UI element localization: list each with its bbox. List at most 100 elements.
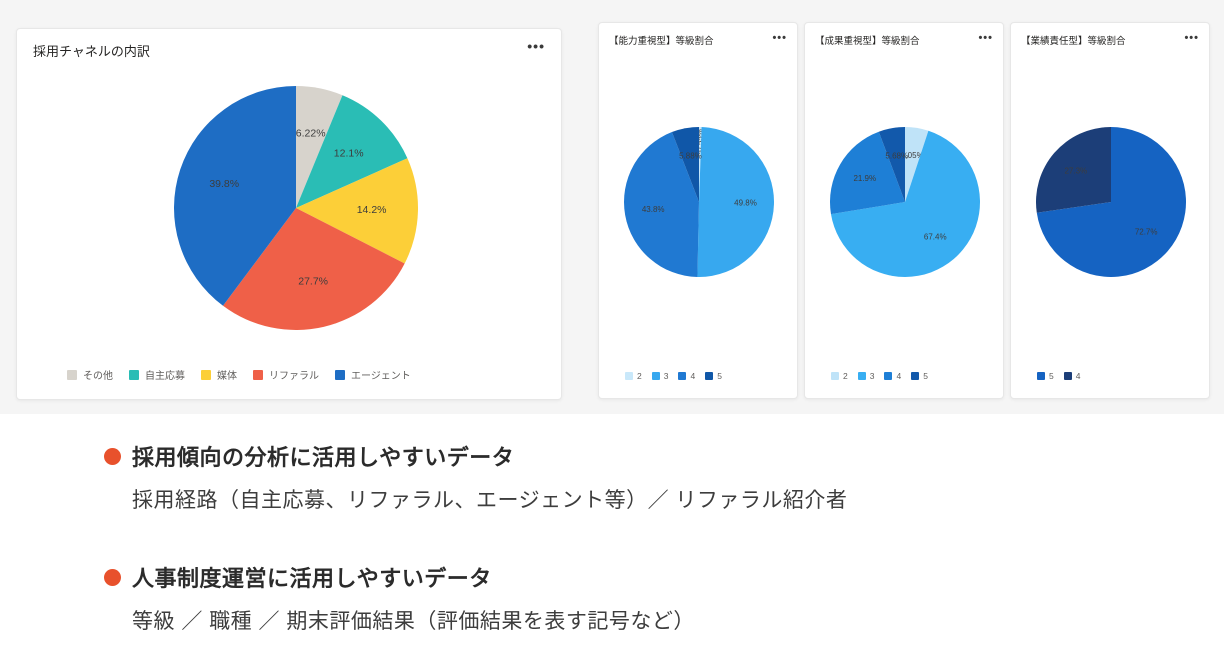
legend-label: リファラル [269, 371, 319, 382]
legend-item-エージェント[interactable]: エージェント [335, 367, 411, 382]
card-title: 【業績責任型】等級割合 [1021, 36, 1126, 47]
slice-label: 49.8% [734, 198, 757, 207]
card-header: 【業績責任型】等級割合 ••• [1011, 23, 1209, 48]
slice-label: 0.55% [695, 129, 704, 152]
dashboard-section: 採用チャネルの内訳 ••• 6.22% 12.1% 14.2% 27.7% 39.8% … [16, 22, 1210, 400]
legend-swatch [911, 372, 920, 380]
legend: 2 3 4 5 [625, 371, 722, 381]
legend-swatch [678, 372, 687, 380]
legend-label: その他 [83, 371, 113, 382]
legend-item-自主応募[interactable]: 自主応募 [129, 367, 185, 382]
legend-label: 3 [663, 371, 669, 381]
legend-label: エージェント [351, 371, 411, 382]
bullet-title: 採用傾向の分析に活用しやすいデータ [132, 445, 515, 470]
legend-item-5[interactable]: 5 [705, 371, 722, 381]
slice-label: 39.8% [209, 178, 239, 190]
pie-slice-3[interactable] [830, 130, 980, 277]
legend-swatch [1037, 372, 1045, 380]
legend-label: 5 [923, 371, 928, 381]
legend-item-4[interactable]: 4 [1063, 371, 1081, 381]
legend-item-3[interactable]: 3 [857, 371, 875, 381]
legend-swatch [705, 372, 714, 380]
more-options-icon[interactable]: ••• [527, 38, 545, 54]
legend-swatch [884, 372, 893, 380]
card-header: 採用チャネルの内訳 ••• [17, 29, 561, 60]
legend-swatch [625, 372, 633, 380]
card-grade-ability: 【能力重視型】等級割合 ••• 0.55% 49.8% 43.8% 5.88% 2 3 4… [598, 22, 798, 399]
legend-item-2[interactable]: 2 [625, 371, 642, 381]
annotations-section: 採用傾向の分析に活用しやすいデータ 採用経路（自主応募、リファラル、エージェント… [104, 440, 1154, 658]
pie-chart-grade-ability: 0.55% 49.8% 43.8% 5.88% [624, 127, 774, 277]
slice-label: 12.1% [334, 148, 364, 160]
legend-item-5[interactable]: 5 [911, 371, 928, 381]
pie-slice-2[interactable] [699, 127, 702, 202]
legend: 2 3 4 5 [831, 371, 928, 381]
bullet-dot-icon [104, 447, 121, 465]
bullet-title-row: 採用傾向の分析に活用しやすいデータ [104, 440, 1154, 472]
legend-item-その他[interactable]: その他 [67, 367, 113, 382]
legend-swatch [129, 369, 139, 380]
more-options-icon[interactable]: ••• [978, 32, 993, 44]
pie-chart-recruit-channels: 6.22% 12.1% 14.2% 27.7% 39.8% [174, 86, 418, 330]
legend-swatch [831, 372, 839, 380]
legend-item-5[interactable]: 5 [1037, 371, 1054, 381]
legend-item-リファラル[interactable]: リファラル [253, 367, 319, 382]
legend-label: 4 [690, 371, 696, 381]
legend-label: 5 [717, 371, 722, 381]
pie-slice-自主応募[interactable] [296, 95, 408, 208]
slice-label: 27.3% [1064, 167, 1087, 176]
legend: その他 自主応募 媒体 リファラル エージェント [67, 367, 411, 382]
bullet-item-recruit-analysis: 採用傾向の分析に活用しやすいデータ 採用経路（自主応募、リファラル、エージェント… [104, 440, 1154, 514]
pie-slice-媒体[interactable] [296, 158, 418, 264]
bullet-dot-icon [104, 568, 121, 586]
bullet-title: 人事制度運営に活用しやすいデータ [132, 566, 492, 591]
more-options-icon[interactable]: ••• [772, 32, 787, 44]
legend-label: 2 [637, 371, 642, 381]
legend-label: 2 [843, 371, 848, 381]
legend-swatch [857, 372, 866, 380]
slice-label: 5.05% [901, 151, 924, 160]
more-options-icon[interactable]: ••• [1184, 32, 1199, 44]
card-title: 採用チャネルの内訳 [33, 44, 150, 59]
slice-label: 5.68% [885, 151, 908, 160]
card-title: 【能力重視型】等級割合 [609, 36, 714, 47]
pie-slice-3[interactable] [697, 127, 774, 277]
legend-swatch [67, 369, 77, 380]
slice-label: 43.8% [642, 205, 665, 214]
pie-slice-リファラル[interactable] [223, 208, 405, 330]
card-grade-performance: 【成果重視型】等級割合 ••• 5.05% 67.4% 21.9% 5.68% 2 3 4… [804, 22, 1004, 399]
card-header: 【成果重視型】等級割合 ••• [805, 23, 1003, 48]
pie-slice-4[interactable] [624, 132, 699, 277]
legend-label: 3 [869, 371, 875, 381]
legend-item-2[interactable]: 2 [831, 371, 848, 381]
pie-slice-5[interactable] [671, 127, 699, 202]
legend-item-4[interactable]: 4 [884, 371, 901, 381]
pie-slice-4[interactable] [1036, 127, 1111, 213]
legend-item-4[interactable]: 4 [678, 371, 695, 381]
slice-label: 6.22% [296, 128, 326, 140]
card-header: 【能力重視型】等級割合 ••• [599, 23, 797, 48]
legend-label: 4 [896, 371, 902, 381]
pie-slice-4[interactable] [830, 131, 905, 215]
slice-label: 5.88% [679, 151, 702, 160]
pie-chart-grade-performance: 5.05% 67.4% 21.9% 5.68% [830, 127, 980, 277]
bullet-item-hr-operation: 人事制度運営に活用しやすいデータ 等級 ／ 職種 ／ 期末評価結果（評価結果を表… [104, 561, 1154, 635]
legend-swatch [201, 369, 211, 380]
bullet-description: 採用経路（自主応募、リファラル、エージェント等）／ リファラル紹介者 [132, 489, 848, 512]
slice-label: 14.2% [357, 204, 387, 216]
slice-label: 21.9% [853, 174, 876, 183]
slice-label: 67.4% [924, 232, 947, 241]
legend-label: 媒体 [217, 371, 237, 382]
pie-slice-エージェント[interactable] [174, 86, 296, 306]
pie-slice-5[interactable] [1036, 127, 1186, 277]
card-title: 【成果重視型】等級割合 [815, 36, 920, 47]
legend-item-媒体[interactable]: 媒体 [201, 367, 237, 382]
pie-slice-5[interactable] [878, 127, 905, 202]
legend-swatch [253, 369, 263, 380]
pie-slice-その他[interactable] [296, 86, 343, 208]
legend-item-3[interactable]: 3 [651, 371, 669, 381]
legend-label: 4 [1075, 371, 1081, 381]
pie-slice-2[interactable] [905, 127, 929, 202]
